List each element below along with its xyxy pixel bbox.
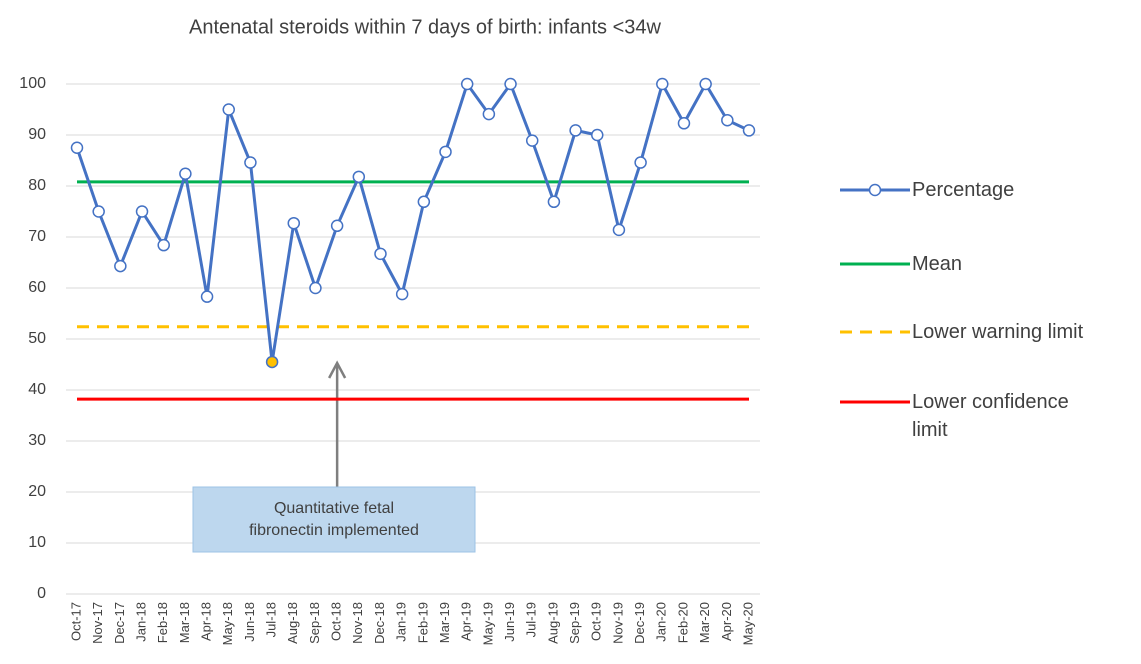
x-tick-label: Feb-19 [415,602,430,643]
legend-label: Lower confidence limit [912,391,1069,441]
data-point [352,170,366,184]
chart-title: Antenatal steroids within 7 days of birt… [189,16,661,38]
data-point [547,195,561,209]
x-tick-label: Oct-17 [68,602,83,641]
x-tick-label: Mar-20 [697,602,712,643]
data-point [525,134,539,147]
annotation-text: Quantitative fetal [274,500,394,517]
data-point [504,77,517,91]
x-tick-label: Jun-18 [242,602,257,642]
x-tick-label: Apr-18 [199,602,214,641]
x-tick-label: May-19 [480,602,495,645]
y-tick-label: 40 [28,381,46,398]
x-tick-label: Feb-18 [155,602,170,643]
legend-label: Percentage [912,179,1015,201]
legend-label: Lower warning limit [912,321,1084,343]
x-tick-label: Jan-19 [394,602,409,642]
data-point [482,107,496,121]
x-tick-label: Aug-18 [285,602,300,644]
data-point [699,77,712,91]
data-point [677,117,691,130]
x-tick-label: Nov-17 [90,602,105,644]
legend-item: Mean [838,250,962,278]
data-point [395,287,409,301]
data-point [330,219,344,233]
x-tick-label: Dec-17 [112,602,127,644]
x-tick-label: Aug-19 [545,602,560,644]
x-tick-label: May-20 [740,602,755,645]
x-tick-label: Jun-19 [502,602,517,642]
legend-label: Mean [912,253,963,275]
x-tick-label: Jul-19 [524,602,539,637]
x-tick-label: Nov-18 [350,602,365,644]
data-point [612,223,626,237]
data-point [222,103,235,116]
x-tick-label: Jul-18 [264,602,279,637]
x-tick-label: Apr-19 [459,602,474,641]
data-point [569,124,582,137]
data-point [374,247,387,261]
x-tick-label: Mar-18 [177,602,192,643]
y-tick-label: 100 [19,75,46,92]
x-tick-label: Oct-18 [329,602,344,641]
data-point [439,145,452,159]
x-tick-label: Oct-19 [589,602,604,641]
x-tick-label: Sep-18 [307,602,322,644]
x-tick-label: Sep-19 [567,602,582,644]
annotation-text: fibronectin implemented [249,522,419,539]
y-tick-label: 20 [28,483,46,500]
x-tick-label: Apr-20 [719,602,734,641]
y-tick-label: 0 [37,585,46,602]
x-tick-label: Dec-19 [632,602,647,644]
legend-swatch [840,183,910,197]
x-tick-label: Mar-19 [437,602,452,643]
x-tick-label: Nov-19 [610,602,625,644]
y-tick-label: 90 [28,126,46,143]
x-tick-label: Jan-18 [133,602,148,642]
data-point [742,124,756,137]
legend-swatch [840,262,910,266]
data-point [417,195,431,209]
y-tick-label: 30 [28,432,46,449]
x-tick-label: Jan-20 [654,602,669,642]
data-point [200,290,214,303]
legend-item: Lower warning limit [838,318,1083,346]
data-point [309,281,322,295]
data-point [721,113,734,127]
legend-item: Lower confidence limit [838,388,1102,444]
annotation-box [192,486,476,553]
y-tick-label: 70 [28,228,46,245]
data-point [265,355,279,369]
data-point [179,167,192,181]
data-point [244,156,257,169]
data-point [591,128,604,142]
x-tick-label: Dec-18 [372,602,387,644]
legend-swatch [840,330,910,334]
data-point [634,156,647,169]
data-point [157,238,170,252]
data-point [656,77,669,91]
x-tick-label: May-18 [220,602,235,645]
x-tick-label: Feb-20 [675,602,690,643]
series-line [75,80,750,363]
data-point [287,216,301,230]
y-tick-label: 10 [28,534,46,551]
y-tick-label: 50 [28,330,46,347]
legend-item: Percentage [838,176,1014,204]
data-point [70,141,84,154]
y-tick-label: 80 [28,177,46,194]
legend-marker [868,183,882,197]
legend-swatch [840,400,910,404]
data-point [114,259,127,273]
data-point [135,205,149,218]
annotation-arrowhead [328,360,347,379]
data-point [92,205,105,218]
data-point [460,77,474,91]
y-tick-label: 60 [28,279,46,296]
